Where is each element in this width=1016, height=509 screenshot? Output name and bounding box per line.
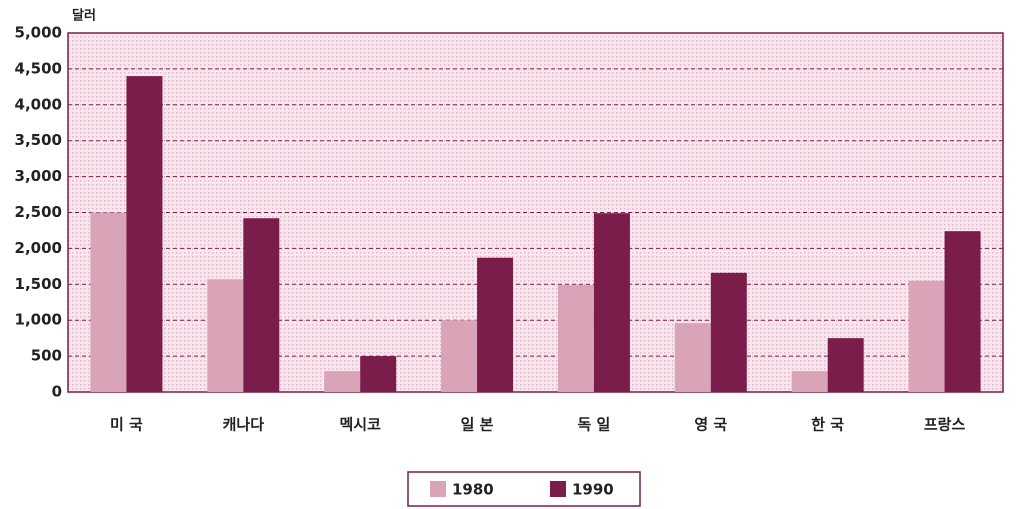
x-tick-label: 영 국 xyxy=(694,416,727,434)
y-tick-label: 500 xyxy=(31,347,62,365)
bar xyxy=(360,356,397,392)
x-tick-label: 한 국 xyxy=(811,416,844,434)
y-tick-label: 1,500 xyxy=(15,275,62,293)
bar xyxy=(908,280,945,392)
bar xyxy=(791,371,828,392)
bar xyxy=(710,272,747,392)
x-tick-label: 캐나다 xyxy=(223,416,265,434)
bar xyxy=(90,212,127,392)
x-tick-label: 멕시코 xyxy=(339,416,381,434)
bar xyxy=(207,279,244,392)
y-tick-label: 4,500 xyxy=(15,59,62,77)
bar xyxy=(944,231,981,392)
legend-swatch xyxy=(430,481,446,497)
y-tick-label: 3,000 xyxy=(15,167,62,185)
y-tick-label: 4,000 xyxy=(15,95,62,113)
bar xyxy=(477,257,514,392)
bar xyxy=(324,371,361,392)
legend-label: 1990 xyxy=(572,481,614,499)
bar xyxy=(557,285,594,392)
y-tick-label: 5,000 xyxy=(15,24,62,42)
legend-swatch xyxy=(550,481,566,497)
bar xyxy=(674,323,711,392)
y-tick-label: 3,500 xyxy=(15,131,62,149)
unit-label: 달러 xyxy=(72,8,96,24)
x-tick-label: 프랑스 xyxy=(924,416,966,434)
y-tick-label: 2,000 xyxy=(15,239,62,257)
bar xyxy=(243,218,280,392)
y-tick-label: 0 xyxy=(52,383,62,401)
bar xyxy=(441,320,478,392)
x-tick-label: 독 일 xyxy=(578,416,611,434)
bar xyxy=(593,213,630,392)
bar xyxy=(827,338,864,392)
bar xyxy=(126,76,163,392)
x-tick-label: 미 국 xyxy=(110,416,143,434)
y-tick-label: 2,500 xyxy=(15,203,62,221)
legend xyxy=(407,471,641,507)
legend-label: 1980 xyxy=(452,481,494,499)
y-tick-label: 1,000 xyxy=(15,311,62,329)
x-tick-label: 일 본 xyxy=(461,416,494,434)
